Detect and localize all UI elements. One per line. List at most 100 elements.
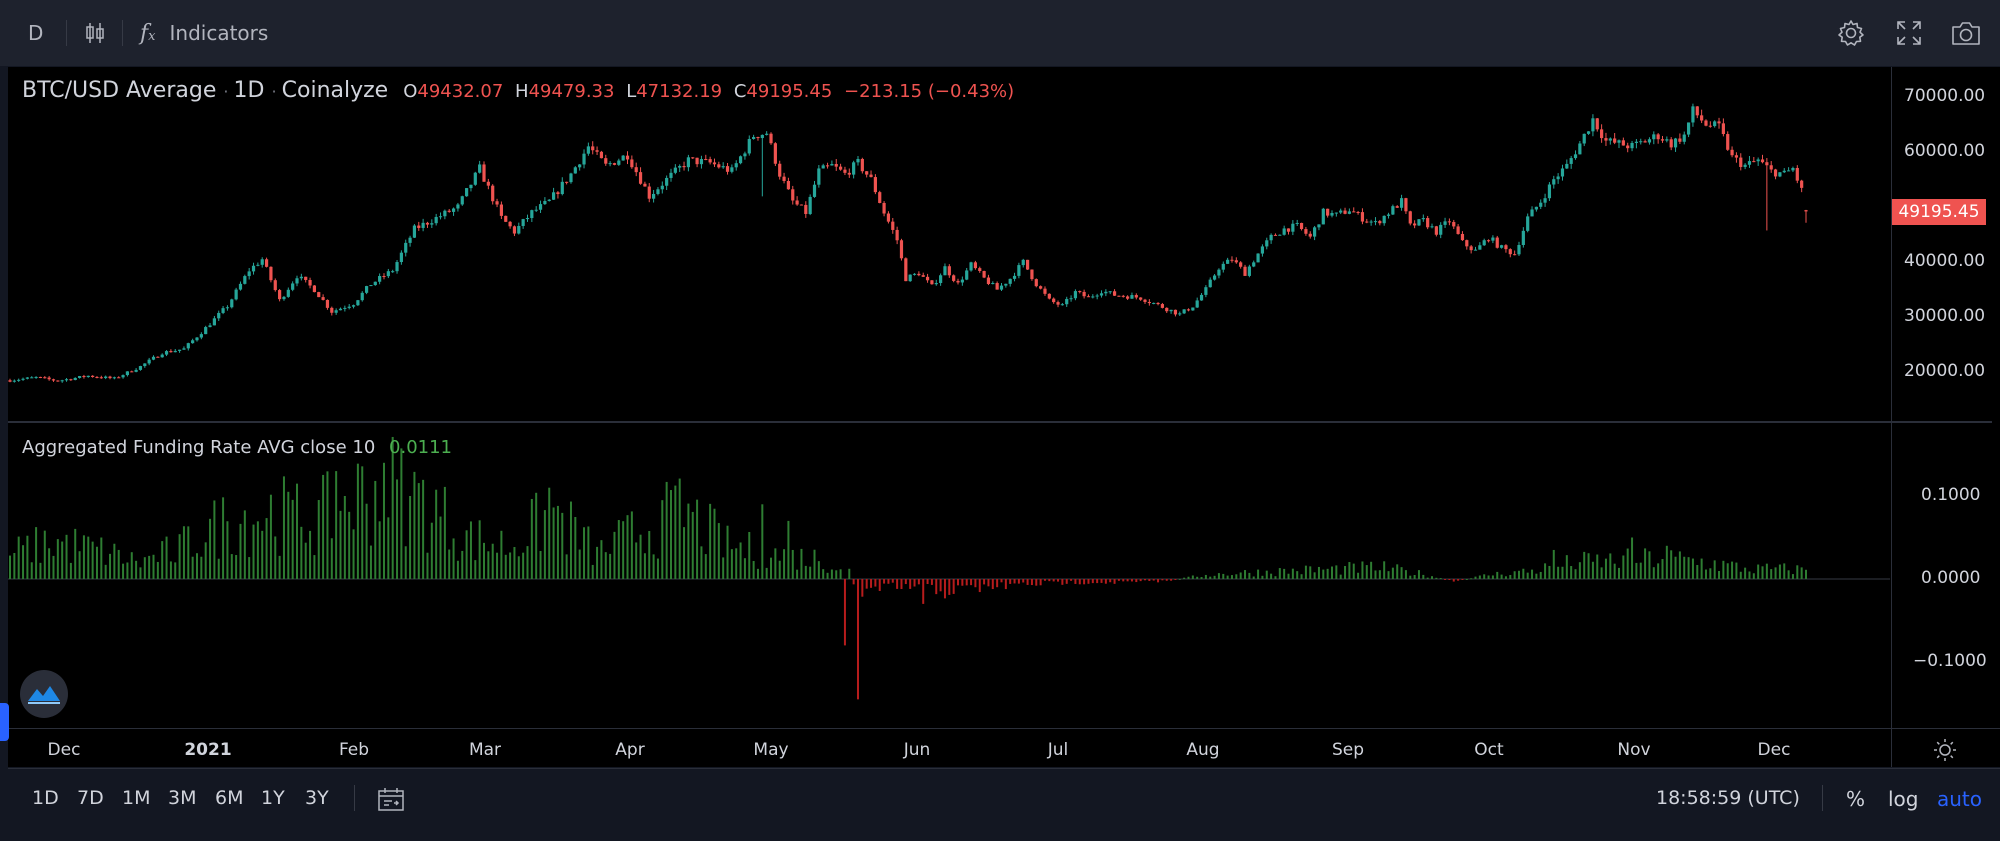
candle-body [1160,304,1164,308]
candle-body [321,297,325,300]
funding-bar [1152,579,1155,581]
settings-button[interactable] [1836,14,1866,52]
theme-toggle-icon[interactable] [1932,737,1958,763]
candle-body [1617,140,1621,143]
range-3m-button[interactable]: 3M [168,787,197,809]
candle-body [1473,249,1478,251]
candle-body [882,202,886,214]
candle-body [99,377,103,379]
funding-bar [1261,575,1264,579]
candle-body [434,216,438,224]
candle-body [47,377,51,380]
range-1y-button[interactable]: 1Y [261,787,285,809]
funding-bar [1683,556,1686,579]
funding-bar [1135,579,1138,583]
candle-body [1430,226,1434,228]
clock[interactable]: 18:58:59 (UTC) [1656,787,1800,809]
range-3y-button[interactable]: 3Y [305,787,329,809]
funding-title[interactable]: Aggregated Funding Rate AVG close 10 [22,437,376,458]
candle-body [778,163,782,177]
funding-bar [1196,576,1199,579]
funding-bar [1370,561,1373,579]
candle-body [1773,169,1778,177]
close-label: C [733,81,747,102]
candle-body [1147,301,1151,304]
funding-bar [404,546,407,579]
funding-bar [269,494,272,579]
chart-area[interactable] [8,67,2000,767]
candle-body [1369,221,1373,223]
funding-bar [1130,579,1133,582]
coinalyze-logo[interactable] [20,670,68,718]
funding-bar [1000,579,1003,583]
funding-bar [522,552,525,579]
candle-body [952,275,956,281]
funding-bar [169,561,172,579]
candle-body [230,299,234,308]
funding-bar [778,560,781,579]
candle-body [447,210,451,212]
open-label: O [403,81,418,102]
funding-bar [143,557,146,579]
funding-bar [961,579,964,586]
fullscreen-button[interactable] [1895,14,1923,52]
funding-bar [1513,571,1516,579]
funding-bar [209,518,212,579]
candle-body [1547,184,1552,199]
range-6m-button[interactable]: 6M [215,787,244,809]
candle-body [547,199,551,201]
candle-body [630,159,634,168]
candle-body [404,242,408,253]
candle-body [686,157,690,168]
chart-type-button[interactable] [82,14,108,52]
log-toggle[interactable]: log [1888,787,1919,811]
funding-bar [200,556,203,579]
date-range-icon[interactable] [376,786,406,814]
percent-toggle[interactable]: % [1846,787,1866,811]
funding-bar [26,535,29,579]
candle-body [325,299,330,308]
funding-bar [535,492,538,579]
funding-bar [761,504,764,579]
candle-body [1582,133,1586,144]
funding-bar [957,579,960,586]
funding-bar [1344,566,1347,579]
screenshot-button[interactable] [1950,14,1982,52]
candle-body [543,200,547,205]
range-7d-button[interactable]: 7D [77,787,104,809]
candle-body [1608,138,1612,141]
funding-bar [717,523,720,579]
pane-separator[interactable] [8,421,1992,423]
funding-bar [887,579,890,584]
funding-bar [935,579,938,595]
range-1m-button[interactable]: 1M [122,787,151,809]
funding-bar [848,568,851,579]
candle-body [504,215,508,222]
legend-symbol[interactable]: BTC/USD Average [22,78,217,103]
funding-bar [439,516,442,579]
funding-bar [552,507,555,579]
indicators-button[interactable]: fx Indicators [140,14,268,52]
candle-body [1308,233,1312,237]
candle-body [1404,198,1408,212]
sidebar-toggle[interactable] [0,703,9,741]
range-1d-button[interactable]: 1D [32,787,59,809]
candle-body [1534,206,1538,210]
candle-body [1787,170,1791,172]
funding-bar [817,561,820,579]
funding-bar [1309,566,1312,579]
candle-body [1321,208,1325,225]
interval-button[interactable]: D [28,14,43,52]
funding-bar [822,569,825,579]
funding-bar [1422,574,1425,579]
candle-body [1008,278,1012,284]
candle-body [1456,226,1460,234]
funding-bar [930,579,933,585]
candle-body [886,213,891,222]
funding-bar [1104,579,1107,584]
funding-bar [1074,579,1077,584]
candle-body [334,310,338,313]
candle-body [856,158,860,163]
candle-body [1391,206,1395,215]
auto-toggle[interactable]: auto [1937,787,1983,811]
